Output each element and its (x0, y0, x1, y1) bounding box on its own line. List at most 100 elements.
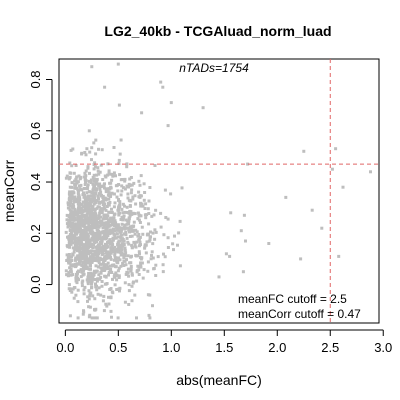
data-point (109, 242, 112, 246)
data-point (106, 256, 110, 260)
data-point (137, 233, 141, 236)
data-point (66, 235, 69, 239)
data-point (101, 261, 105, 265)
data-point (75, 186, 79, 190)
data-point (86, 282, 90, 286)
data-point (76, 213, 80, 217)
data-point (90, 206, 94, 210)
data-point (71, 264, 75, 268)
data-point (115, 259, 119, 263)
data-point (299, 257, 303, 261)
data-point (75, 224, 79, 228)
data-point (75, 175, 79, 179)
data-point (90, 208, 93, 212)
data-point (166, 124, 170, 128)
data-point (96, 194, 100, 198)
data-point (86, 166, 90, 170)
data-point (154, 230, 158, 234)
data-point (145, 240, 149, 244)
data-point (65, 222, 69, 226)
data-point (88, 258, 92, 262)
data-point (68, 260, 72, 264)
plot-frame (58, 58, 380, 324)
data-point (137, 237, 141, 241)
data-point (71, 253, 75, 257)
data-point (68, 214, 71, 218)
data-point (72, 250, 76, 254)
data-point (106, 193, 110, 197)
data-point (90, 65, 94, 69)
data-point (111, 231, 115, 235)
data-point (228, 254, 232, 258)
data-point (87, 305, 91, 309)
data-point (110, 191, 114, 195)
data-point (97, 257, 101, 261)
data-point (76, 210, 80, 214)
data-point (95, 235, 99, 239)
data-point (102, 244, 105, 248)
data-point (110, 264, 114, 268)
data-point (121, 262, 125, 265)
data-point (122, 264, 126, 267)
data-point (87, 208, 91, 212)
data-point (96, 166, 100, 170)
data-point (93, 278, 97, 281)
data-point (103, 258, 107, 262)
data-point (115, 288, 119, 291)
data-point (98, 170, 102, 174)
data-point (84, 169, 88, 173)
data-point (102, 204, 106, 208)
meancorr-cutoff-label: meanCorr cutoff = 0.47 (238, 307, 361, 321)
data-point (217, 275, 221, 279)
data-point (146, 269, 150, 273)
data-point (64, 269, 68, 273)
data-point (113, 273, 117, 277)
data-point (85, 191, 89, 195)
data-point (86, 197, 90, 201)
data-point (224, 252, 228, 256)
data-point (86, 299, 89, 303)
data-point (104, 228, 108, 232)
data-point (104, 246, 108, 250)
data-point (121, 202, 125, 206)
data-point (229, 211, 233, 215)
data-point (107, 239, 111, 243)
data-point (96, 216, 100, 220)
data-point (81, 237, 85, 241)
data-point (118, 152, 122, 156)
data-point (84, 247, 88, 251)
data-point (99, 275, 103, 279)
data-point (88, 213, 92, 217)
data-point (98, 209, 102, 213)
data-point (151, 256, 155, 260)
y-axis: 0.0 0.2 0.4 0.6 0.8 (28, 70, 53, 294)
data-point (109, 217, 113, 220)
data-point (138, 240, 142, 244)
data-point (153, 228, 157, 232)
data-point (68, 218, 72, 222)
data-point (69, 270, 73, 274)
data-point (101, 235, 105, 239)
data-point (123, 210, 127, 214)
data-point (118, 173, 122, 177)
x-tick-label: 0.5 (109, 340, 127, 355)
data-point (72, 171, 76, 175)
data-point (107, 302, 111, 306)
data-point (159, 211, 163, 215)
data-point (76, 249, 79, 253)
data-point (83, 216, 87, 220)
x-tick-label: 1.5 (215, 340, 233, 355)
data-point (64, 230, 68, 234)
data-point (107, 295, 110, 299)
data-point (84, 180, 88, 184)
data-point (83, 198, 87, 202)
data-point (101, 217, 105, 221)
data-point (121, 186, 125, 190)
data-point (129, 261, 133, 265)
data-point (126, 196, 130, 200)
data-point (100, 208, 104, 212)
data-point (83, 183, 87, 186)
data-point (143, 246, 147, 250)
data-point (102, 230, 106, 233)
data-point (105, 217, 109, 220)
